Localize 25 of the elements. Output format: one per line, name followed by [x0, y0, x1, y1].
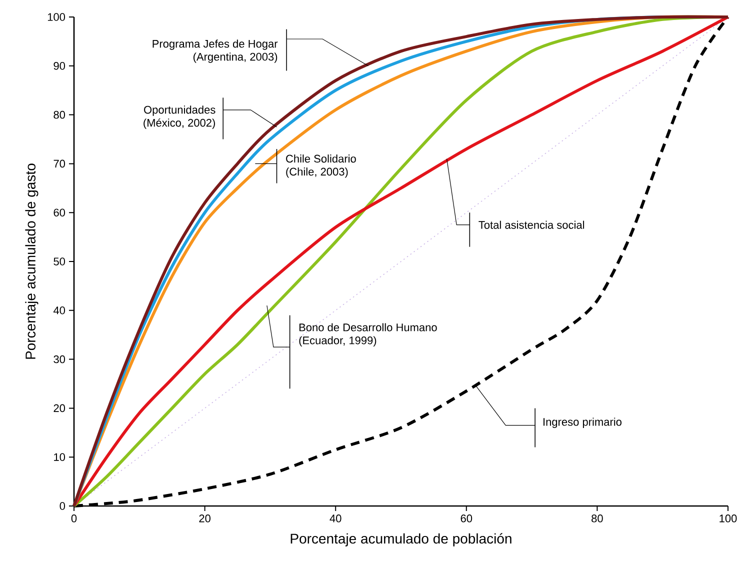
annotation: Oportunidades (México, 2002): [144, 106, 216, 129]
annotation: Bono de Desarrollo Humano (Ecuador, 1999): [299, 323, 437, 346]
x-tick-label: 20: [199, 514, 210, 522]
x-tick-label: 40: [330, 514, 342, 522]
annotation: Programa Jefes de Hogar (Argentina, 2003): [152, 40, 278, 63]
y-tick-label: 20: [54, 404, 66, 412]
x-tick-label: 80: [592, 514, 603, 522]
y-tick-label: 50: [54, 258, 66, 266]
annotation: Chile Solidario (Chile, 2003): [286, 154, 356, 178]
y-tick-label: 60: [54, 208, 66, 216]
y-tick-label: 30: [54, 355, 66, 364]
y-tick-label: 90: [54, 62, 66, 70]
y-tick-label: 0: [60, 502, 66, 510]
annotation: Total asistencia social: [478, 220, 584, 229]
y-tick-label: 70: [54, 160, 66, 168]
y-tick-label: 40: [53, 306, 66, 314]
x-tick-label: 0: [71, 514, 77, 522]
x-axis-title: Porcentaje acumulado de población: [290, 533, 512, 546]
x-tick-label: 60: [460, 514, 472, 522]
x-tick-label: 100: [720, 514, 737, 522]
annotation: Ingreso primario: [544, 418, 622, 428]
y-axis-title: Porcentaje acumulado de gasto: [25, 164, 38, 359]
y-tick-label: 80: [54, 110, 66, 119]
y-tick-label: 100: [48, 13, 66, 21]
y-tick-label: 10: [54, 453, 66, 461]
